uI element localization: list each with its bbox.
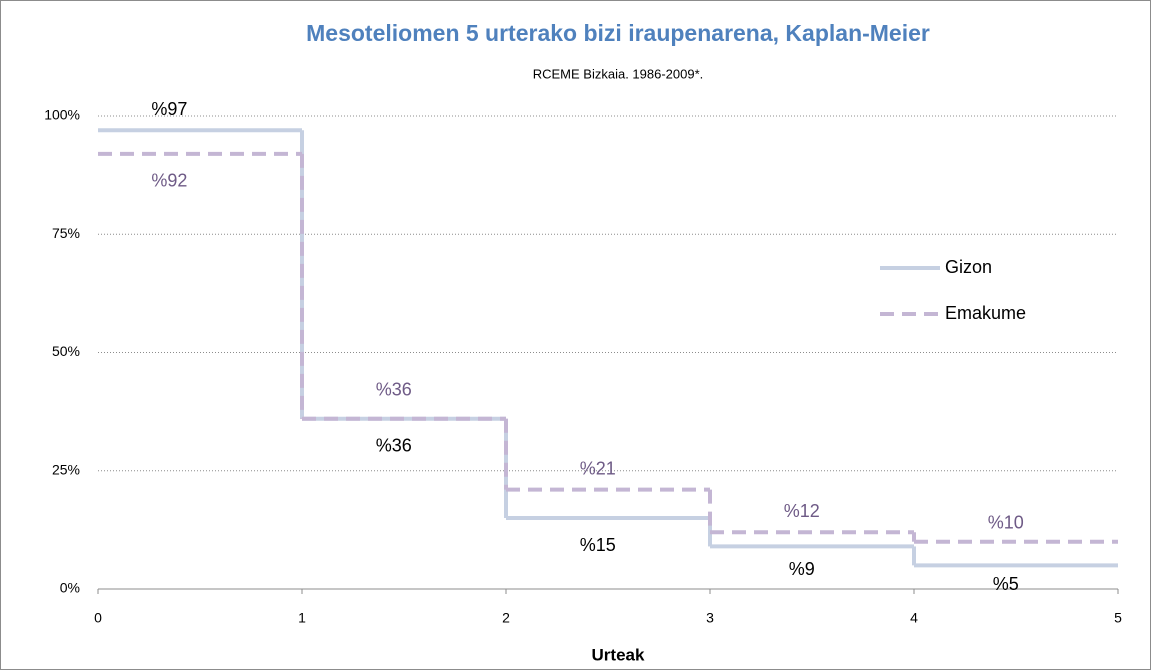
- chart-title: Mesoteliomen 5 urterako bizi iraupenaren…: [306, 20, 930, 46]
- legend-label: Gizon: [945, 257, 992, 277]
- data-label: %10: [988, 512, 1024, 532]
- legend-label: Emakume: [945, 303, 1026, 323]
- y-tick-label: 25%: [52, 461, 80, 477]
- data-label: %36: [376, 435, 412, 455]
- data-label: %5: [993, 574, 1019, 594]
- y-tick-label: 75%: [52, 225, 80, 241]
- x-tick-label: 4: [910, 610, 918, 626]
- data-label: %15: [580, 535, 616, 555]
- x-tick-label: 5: [1114, 610, 1122, 626]
- data-label: %9: [789, 559, 815, 579]
- data-label: %12: [784, 501, 820, 521]
- y-tick-label: 100%: [44, 107, 80, 123]
- x-tick-label: 0: [94, 610, 102, 626]
- y-tick-label: 0%: [60, 580, 80, 596]
- data-label: %92: [151, 171, 187, 191]
- chart-subtitle: RCEME Bizkaia. 1986-2009*.: [533, 66, 704, 81]
- x-tick-label: 1: [298, 610, 306, 626]
- data-label: %36: [376, 379, 412, 399]
- data-label: %21: [580, 458, 616, 478]
- x-tick-label: 2: [502, 610, 510, 626]
- data-label: %97: [151, 99, 187, 119]
- x-axis-label: Urteak: [592, 645, 645, 664]
- x-tick-label: 3: [706, 610, 714, 626]
- y-tick-label: 50%: [52, 343, 80, 359]
